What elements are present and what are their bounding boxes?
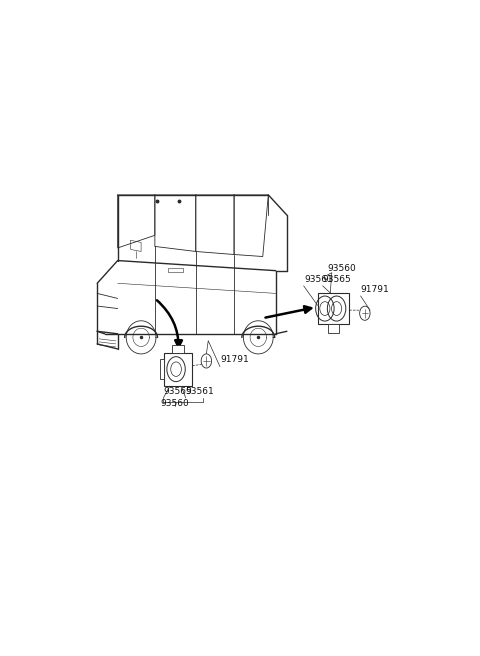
- Text: 93560: 93560: [160, 399, 189, 408]
- Text: 91791: 91791: [360, 285, 389, 294]
- Text: 93561: 93561: [186, 387, 215, 396]
- Bar: [172, 344, 184, 353]
- Bar: [164, 353, 192, 386]
- Bar: [160, 359, 164, 379]
- Bar: [328, 324, 339, 333]
- Circle shape: [201, 354, 212, 368]
- Text: 93565: 93565: [323, 275, 351, 284]
- Text: 91791: 91791: [220, 355, 249, 364]
- Text: 93561: 93561: [304, 275, 333, 284]
- Bar: [318, 293, 349, 324]
- Text: 93565: 93565: [163, 387, 192, 396]
- Text: 93560: 93560: [327, 264, 356, 273]
- Circle shape: [360, 306, 370, 320]
